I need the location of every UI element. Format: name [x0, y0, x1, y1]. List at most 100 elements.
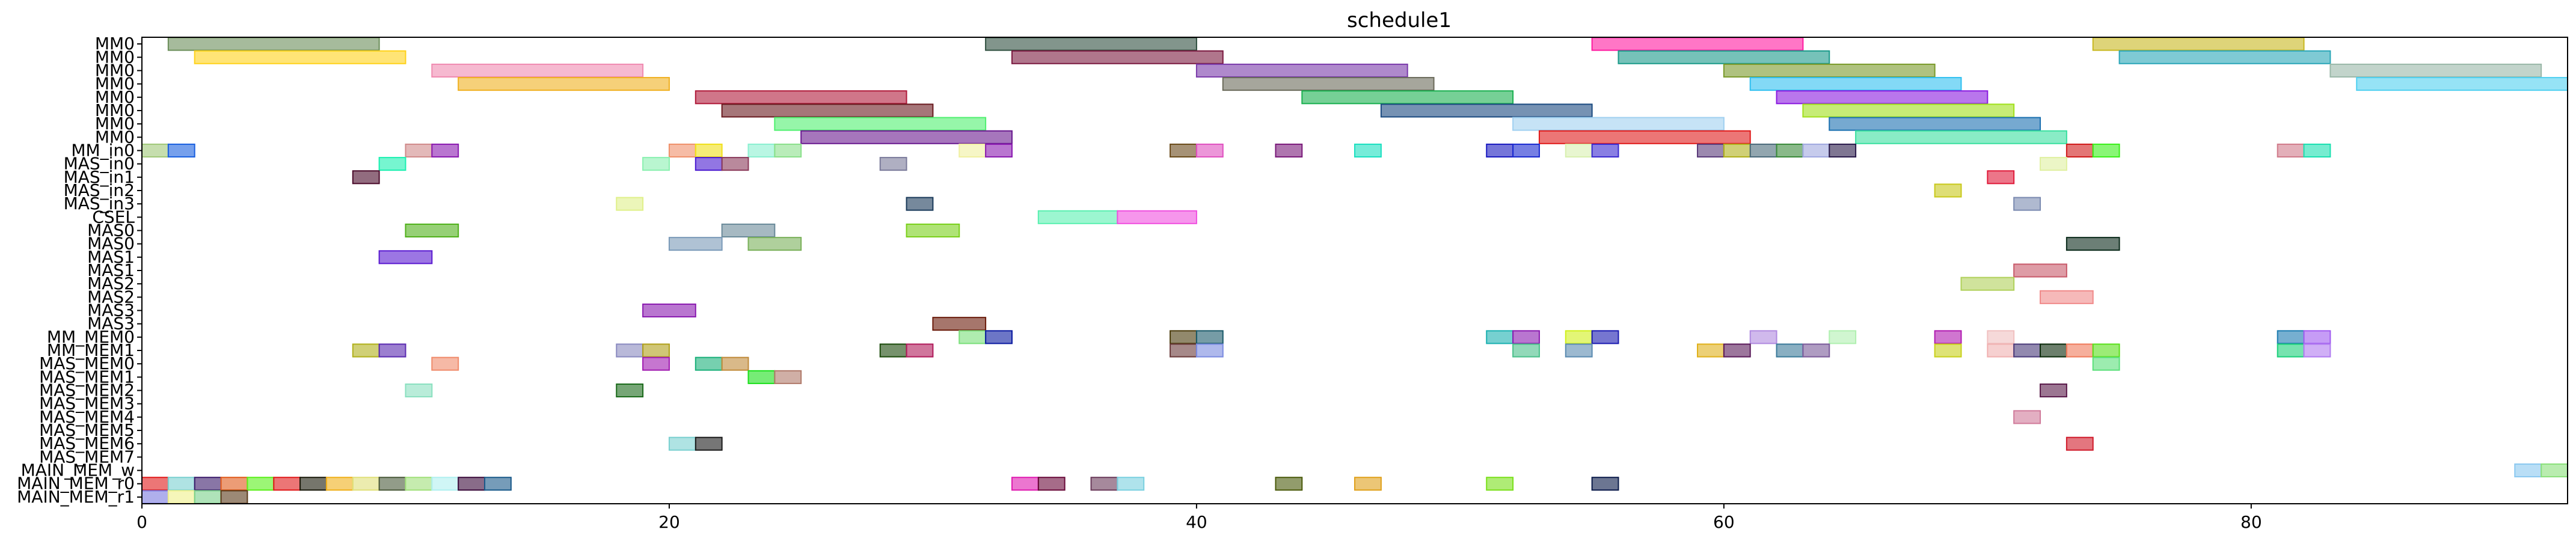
task-bar: [721, 103, 934, 118]
task-bar: [2065, 237, 2120, 251]
task-bar: [1380, 103, 1593, 118]
y-tick-label: MAS1: [87, 247, 135, 267]
task-bar: [1591, 37, 1804, 51]
task-bar: [405, 143, 433, 157]
task-bar: [747, 370, 776, 384]
y-tick-label: MAS2: [87, 287, 135, 307]
task-bar: [1565, 330, 1593, 344]
task-bar: [378, 157, 406, 171]
task-bar: [1723, 343, 1751, 358]
y-tick-label: CSEL: [92, 207, 135, 227]
task-bar: [2303, 143, 2331, 157]
task-bar: [1011, 477, 1039, 491]
y-tick-label: MM0: [95, 60, 135, 80]
task-bar: [2040, 343, 2067, 358]
bars-layer: [141, 37, 2569, 504]
task-bar: [2118, 50, 2331, 64]
task-bar: [2356, 77, 2568, 91]
task-bar: [906, 197, 934, 211]
task-bar: [616, 343, 644, 358]
task-bar: [616, 197, 644, 211]
task-bar: [220, 490, 248, 504]
y-tick-label: MAS_in3: [64, 194, 135, 213]
task-bar: [1776, 90, 1989, 105]
task-bar: [1486, 477, 1514, 491]
task-bar: [352, 343, 380, 358]
y-tick-label: MM0: [95, 47, 135, 67]
task-bar: [2013, 410, 2041, 424]
task-bar: [2277, 143, 2305, 157]
task-bar: [1829, 117, 2041, 131]
task-bar: [1776, 143, 1804, 157]
task-bar: [1591, 143, 1619, 157]
task-bar: [378, 477, 406, 491]
task-bar: [1090, 477, 1118, 491]
task-bar: [695, 356, 723, 371]
y-tick-label: MM_MEM1: [47, 340, 135, 360]
task-bar: [2065, 143, 2094, 157]
y-tick-label: MAIN_MEM_r1: [17, 487, 135, 507]
x-tick-label: 40: [1186, 512, 1207, 532]
task-bar: [273, 477, 301, 491]
y-tick-label: MAS_MEM2: [39, 381, 135, 400]
y-tick-label: MAS_MEM3: [39, 394, 135, 414]
y-tick-label: MM0: [95, 127, 135, 147]
y-tick-label: MAIN_MEM_r0: [17, 474, 135, 494]
x-tick-label: 20: [658, 512, 680, 532]
task-bar: [2092, 143, 2120, 157]
task-bar: [1802, 103, 2015, 118]
task-bar: [1697, 343, 1725, 358]
task-bar: [431, 356, 459, 371]
y-tick-label: MAS_MEM1: [39, 367, 135, 387]
y-tick-label: MAS_in2: [64, 180, 135, 200]
task-bar: [378, 343, 406, 358]
task-bar: [958, 143, 987, 157]
task-bar: [1195, 63, 1408, 78]
task-bar: [1170, 143, 1197, 157]
task-bar: [2013, 263, 2067, 278]
y-axis: MM0MM0MM0MM0MM0MM0MM0MM0MM_in0MAS_in0MAS…: [17, 34, 142, 507]
task-bar: [194, 477, 222, 491]
task-bar: [458, 477, 486, 491]
task-bar: [1802, 143, 1830, 157]
task-bar: [1222, 77, 1435, 91]
task-bar: [141, 477, 169, 491]
task-bar: [668, 237, 723, 251]
task-bar: [1749, 77, 1962, 91]
task-bar: [1723, 143, 1751, 157]
y-tick-label: MAS3: [87, 301, 135, 320]
task-bar: [194, 50, 406, 64]
task-bar: [1170, 330, 1197, 344]
task-bar: [1987, 330, 2015, 344]
task-bar: [668, 436, 696, 451]
task-bar: [1591, 477, 1619, 491]
task-bar: [932, 317, 987, 331]
y-tick-label: MM0: [95, 87, 135, 107]
task-bar: [774, 370, 802, 384]
task-bar: [2277, 343, 2305, 358]
task-bar: [352, 170, 380, 185]
task-bar: [247, 477, 275, 491]
task-bar: [1512, 330, 1540, 344]
y-tick-label: MM_MEM0: [47, 327, 135, 347]
task-bar: [431, 143, 459, 157]
y-tick-label: MAS_MEM7: [39, 447, 135, 466]
task-bar: [985, 330, 1013, 344]
task-bar: [1723, 63, 1936, 78]
task-bar: [1011, 50, 1224, 64]
task-bar: [1170, 343, 1197, 358]
task-bar: [2065, 343, 2094, 358]
task-bar: [774, 117, 987, 131]
task-bar: [194, 490, 222, 504]
task-bar: [695, 143, 723, 157]
x-axis: 0 20 40 60 80: [136, 504, 2262, 532]
task-bar: [2514, 463, 2542, 478]
task-bar: [985, 143, 1013, 157]
task-bar: [1591, 330, 1619, 344]
task-bar: [958, 330, 987, 344]
task-bar: [1512, 143, 1540, 157]
task-bar: [747, 237, 802, 251]
task-bar: [906, 343, 934, 358]
y-tick-label: MAIN_MEM_w: [21, 460, 135, 480]
